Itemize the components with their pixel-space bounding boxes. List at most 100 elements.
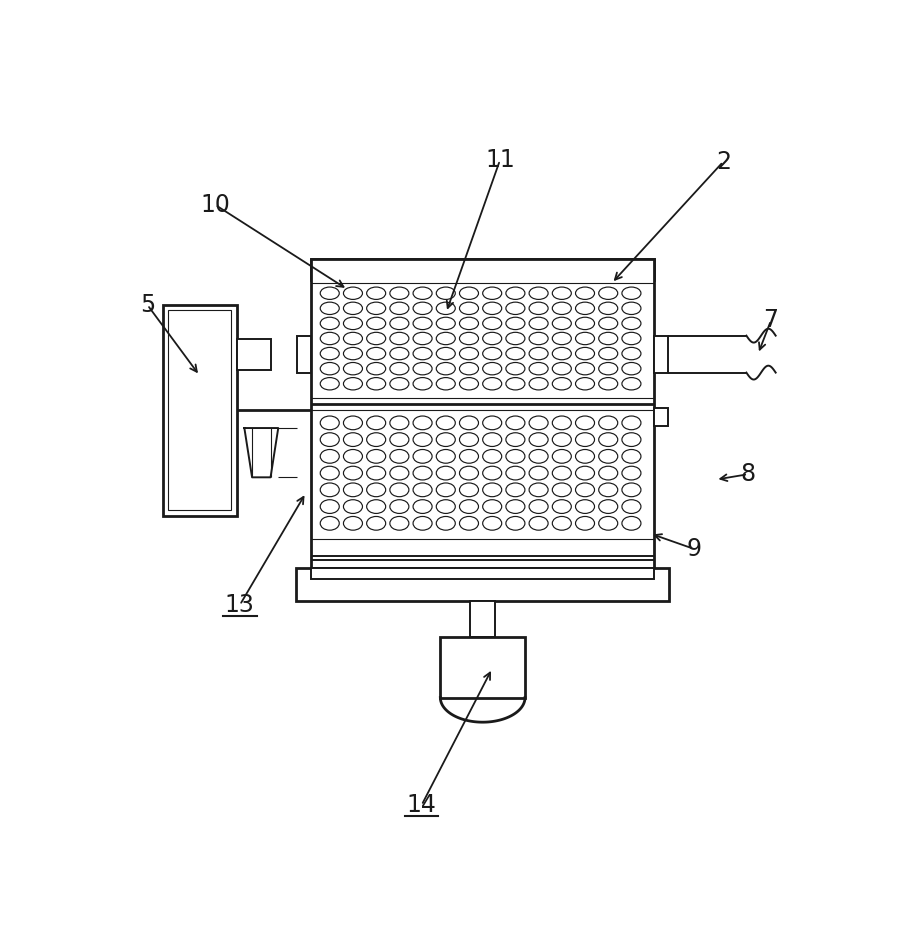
Ellipse shape (575, 450, 594, 463)
Ellipse shape (599, 378, 618, 390)
Ellipse shape (506, 416, 525, 430)
Text: 13: 13 (225, 593, 254, 617)
Ellipse shape (621, 332, 641, 344)
Bar (311, 259, 654, 568)
Ellipse shape (437, 416, 456, 430)
Ellipse shape (506, 347, 525, 360)
Ellipse shape (483, 450, 502, 463)
Ellipse shape (344, 347, 363, 360)
Ellipse shape (552, 433, 571, 446)
Text: 11: 11 (485, 148, 515, 172)
Ellipse shape (552, 450, 571, 463)
Ellipse shape (413, 500, 432, 513)
Ellipse shape (390, 500, 409, 513)
Ellipse shape (552, 500, 571, 513)
Ellipse shape (459, 287, 478, 300)
Ellipse shape (552, 287, 571, 300)
Ellipse shape (344, 416, 363, 430)
Ellipse shape (459, 500, 478, 513)
Ellipse shape (344, 466, 363, 480)
Ellipse shape (621, 466, 641, 480)
Ellipse shape (529, 317, 548, 329)
Text: 9: 9 (686, 537, 702, 561)
Ellipse shape (413, 378, 432, 390)
Ellipse shape (366, 347, 386, 360)
Ellipse shape (552, 347, 571, 360)
Ellipse shape (483, 378, 502, 390)
Ellipse shape (621, 516, 641, 530)
Ellipse shape (344, 516, 363, 530)
Ellipse shape (320, 450, 339, 463)
Ellipse shape (437, 378, 456, 390)
Ellipse shape (320, 378, 339, 390)
Ellipse shape (529, 287, 548, 300)
Ellipse shape (437, 347, 456, 360)
Ellipse shape (575, 483, 594, 496)
Ellipse shape (413, 466, 432, 480)
Ellipse shape (366, 466, 386, 480)
Ellipse shape (344, 500, 363, 513)
Ellipse shape (320, 317, 339, 329)
Ellipse shape (506, 302, 525, 314)
Ellipse shape (413, 433, 432, 446)
Ellipse shape (437, 466, 456, 480)
Ellipse shape (483, 347, 502, 360)
Ellipse shape (437, 363, 456, 375)
Ellipse shape (575, 500, 594, 513)
Ellipse shape (483, 516, 502, 530)
Ellipse shape (483, 317, 502, 329)
Ellipse shape (575, 416, 594, 430)
Ellipse shape (459, 317, 478, 329)
Bar (296, 568, 669, 601)
Ellipse shape (366, 500, 386, 513)
Ellipse shape (320, 483, 339, 496)
Ellipse shape (413, 416, 432, 430)
Ellipse shape (552, 378, 571, 390)
Ellipse shape (552, 416, 571, 430)
Ellipse shape (529, 500, 548, 513)
Bar (470, 601, 495, 638)
Ellipse shape (599, 450, 618, 463)
Ellipse shape (366, 378, 386, 390)
Ellipse shape (599, 466, 618, 480)
Ellipse shape (599, 317, 618, 329)
Ellipse shape (390, 287, 409, 300)
Ellipse shape (552, 363, 571, 375)
Ellipse shape (552, 483, 571, 496)
Ellipse shape (344, 332, 363, 344)
Ellipse shape (437, 302, 456, 314)
Ellipse shape (320, 516, 339, 530)
Ellipse shape (529, 416, 548, 430)
Bar (311, 568, 654, 579)
Ellipse shape (529, 483, 548, 496)
Ellipse shape (599, 433, 618, 446)
Ellipse shape (599, 516, 618, 530)
Ellipse shape (437, 500, 456, 513)
Ellipse shape (437, 450, 456, 463)
Ellipse shape (506, 466, 525, 480)
Ellipse shape (437, 433, 456, 446)
Ellipse shape (506, 500, 525, 513)
Ellipse shape (483, 500, 502, 513)
Ellipse shape (390, 433, 409, 446)
Ellipse shape (413, 450, 432, 463)
Ellipse shape (344, 378, 363, 390)
Ellipse shape (621, 500, 641, 513)
Ellipse shape (320, 332, 339, 344)
Ellipse shape (459, 363, 478, 375)
Ellipse shape (366, 287, 386, 300)
Ellipse shape (437, 516, 456, 530)
Ellipse shape (413, 317, 432, 329)
Ellipse shape (529, 466, 548, 480)
Ellipse shape (599, 347, 618, 360)
Ellipse shape (459, 483, 478, 496)
Ellipse shape (621, 416, 641, 430)
Ellipse shape (483, 466, 502, 480)
Ellipse shape (621, 287, 641, 300)
Ellipse shape (483, 287, 502, 300)
Ellipse shape (575, 332, 594, 344)
Ellipse shape (366, 332, 386, 344)
Ellipse shape (390, 483, 409, 496)
Ellipse shape (344, 287, 363, 300)
Ellipse shape (320, 302, 339, 314)
